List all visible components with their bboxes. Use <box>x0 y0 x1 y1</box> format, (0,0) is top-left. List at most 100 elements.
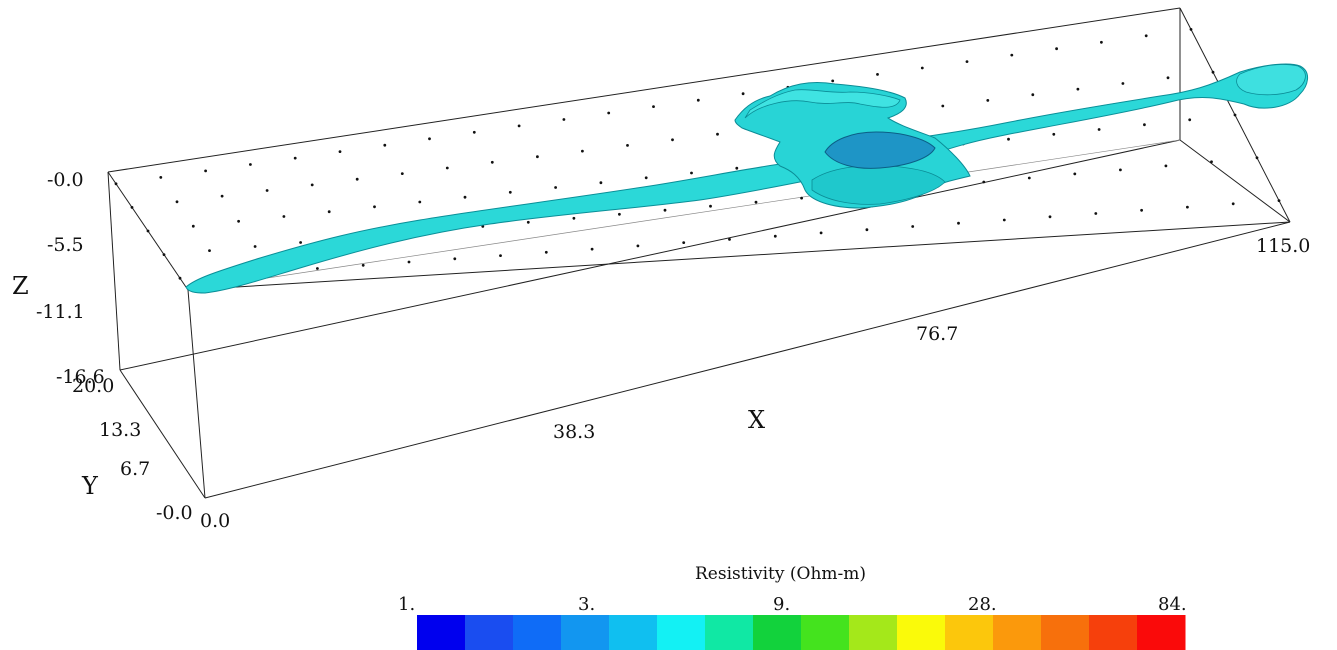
electrode-point <box>741 92 745 96</box>
electrode-point <box>1007 137 1010 141</box>
electrode-point <box>1233 113 1237 117</box>
electrode-point <box>1211 70 1215 74</box>
electrode-point <box>920 66 924 70</box>
electrode-point <box>1166 76 1170 80</box>
electrode-point <box>204 169 208 173</box>
electrode-point <box>361 263 365 267</box>
isosurface-upper-lobe <box>744 89 901 119</box>
electrode-point <box>831 79 835 83</box>
electrode-point <box>146 229 150 233</box>
electrode-point <box>407 260 411 264</box>
electrode-point <box>1097 128 1101 131</box>
y-tick-label: 20.0 <box>72 375 114 397</box>
electrode-point <box>299 241 302 244</box>
electrode-point <box>338 150 342 154</box>
colorbar-swatch <box>945 615 994 650</box>
isosurface-core <box>824 131 936 169</box>
electrode-point <box>1094 212 1098 215</box>
color-legend: Resistivity (Ohm-m) 1. 3. 9. 28. 84. <box>398 564 1187 650</box>
electrode-point <box>249 163 252 166</box>
colorbar-swatches <box>417 615 1186 650</box>
electrode-point <box>876 73 879 76</box>
electrode-point <box>1210 160 1213 164</box>
electrode-point <box>636 244 640 248</box>
electrode-point <box>373 205 376 209</box>
electrode-point <box>253 245 257 248</box>
electrode-point <box>626 144 629 147</box>
electrode-point <box>159 176 163 179</box>
electrode-point <box>400 172 404 176</box>
electrode-point <box>463 195 467 199</box>
colorbar-swatch <box>1137 615 1186 650</box>
z-tick-label: -0.0 <box>47 169 84 191</box>
electrode-point <box>130 206 134 209</box>
electrode-point <box>709 204 712 208</box>
bounding-box <box>107 7 1291 499</box>
z-tick-label: -5.5 <box>47 234 84 256</box>
electrode-point <box>517 124 521 128</box>
electrode-point <box>941 104 945 108</box>
electrode-point <box>911 225 915 228</box>
electrode-point <box>957 221 960 225</box>
electrode-point <box>663 208 667 212</box>
electrode-point <box>728 238 731 241</box>
z-tick-label: -16.6 <box>56 366 105 388</box>
colorbar-swatch <box>609 615 658 650</box>
y-tick-label: 13.3 <box>99 419 141 441</box>
colorbar-swatch <box>465 615 514 650</box>
electrode-point <box>282 215 286 218</box>
colorbar-swatch <box>513 615 562 650</box>
electrode-point <box>175 200 179 204</box>
colorbar-tick-label: 1. <box>398 594 415 615</box>
electrode-point <box>554 186 557 189</box>
electrode-grid <box>114 28 1281 280</box>
electrode-point <box>293 156 297 160</box>
colorbar-swatch <box>801 615 850 650</box>
colorbar-swatch <box>1089 615 1138 650</box>
electrode-point <box>1055 47 1058 51</box>
electrode-point <box>1143 123 1146 127</box>
electrode-point <box>590 247 594 251</box>
electrode-point <box>544 250 548 254</box>
electrode-point <box>1027 176 1031 180</box>
electrode-point <box>1119 168 1122 172</box>
electrode-point <box>1100 40 1103 44</box>
electrode-point <box>1140 208 1143 212</box>
colorbar-tick-label: 84. <box>1158 594 1187 615</box>
electrode-point <box>572 216 576 220</box>
colorbar-swatch <box>753 615 802 650</box>
electrode-point <box>327 210 331 214</box>
x-tick-label: 38.3 <box>553 421 595 443</box>
electrode-point <box>735 166 739 170</box>
electrode-point <box>453 257 457 261</box>
x-axis-title: X <box>748 406 765 434</box>
electrode-point <box>1189 28 1193 31</box>
y-tick-label: -0.0 <box>156 502 193 524</box>
electrode-point <box>986 99 990 102</box>
electrode-point <box>682 241 686 245</box>
electrode-point <box>1144 34 1148 38</box>
electrode-point <box>178 276 182 280</box>
electrode-point <box>191 224 195 228</box>
colorbar-swatch <box>561 615 610 650</box>
electrode-point <box>562 118 566 121</box>
colorbar-swatch <box>657 615 706 650</box>
colorbar-title: Resistivity (Ohm-m) <box>695 564 866 584</box>
electrode-point <box>671 138 674 142</box>
colorbar-swatch <box>705 615 754 650</box>
electrode-point <box>114 182 118 186</box>
electrode-point <box>1010 53 1014 57</box>
electrode-point <box>1188 118 1192 122</box>
electrode-point <box>754 200 758 204</box>
isosurface-lower-lobe <box>811 165 946 205</box>
electrode-point <box>1073 172 1077 176</box>
electrode-point <box>1231 202 1235 206</box>
electrode-point <box>800 196 803 200</box>
electrode-point <box>428 137 431 141</box>
colorbar-tick-label: 9. <box>773 594 790 615</box>
electrode-point <box>819 231 823 235</box>
electrode-point <box>310 183 314 187</box>
electrode-point <box>383 143 387 147</box>
electrode-point <box>208 249 211 253</box>
